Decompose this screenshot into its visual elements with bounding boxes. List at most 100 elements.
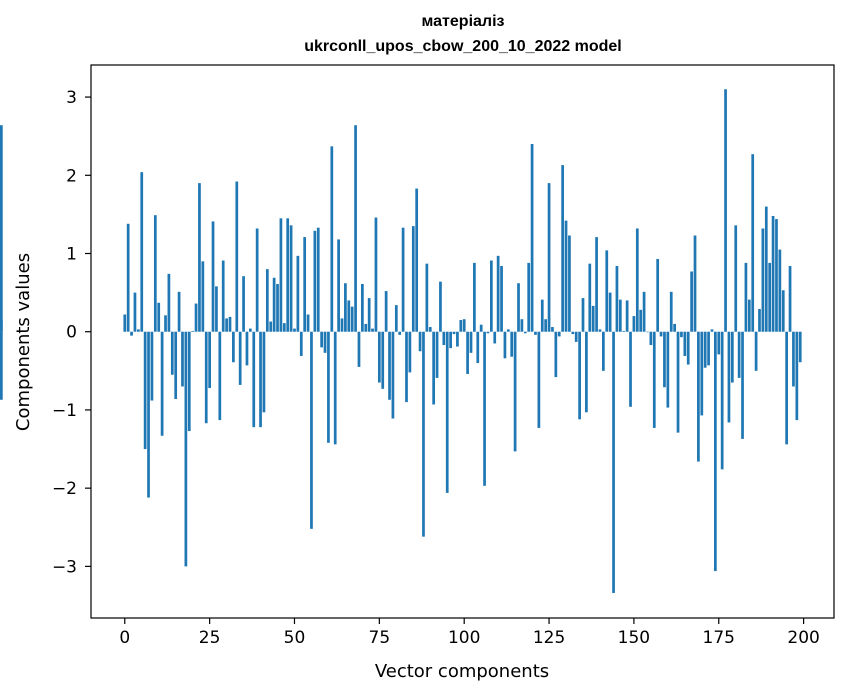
bar xyxy=(170,331,174,375)
bar xyxy=(551,327,554,332)
bar xyxy=(690,271,693,332)
bar xyxy=(798,331,802,363)
bar xyxy=(700,331,704,416)
bar xyxy=(310,331,313,529)
bar xyxy=(629,331,632,407)
bar xyxy=(747,299,751,332)
bar xyxy=(761,228,765,332)
bar xyxy=(751,154,755,332)
bar xyxy=(371,328,374,332)
bar xyxy=(775,219,778,332)
bar xyxy=(354,125,357,332)
bar xyxy=(686,331,690,365)
bar xyxy=(425,263,429,332)
bar xyxy=(347,300,351,332)
bar xyxy=(208,331,211,389)
bar xyxy=(510,331,514,357)
bar xyxy=(174,331,178,399)
bar xyxy=(608,292,612,332)
bar xyxy=(646,331,649,333)
bar xyxy=(126,223,130,332)
bar xyxy=(140,172,144,332)
bar xyxy=(554,331,558,378)
bar xyxy=(147,331,150,498)
x-tick-label: 100 xyxy=(448,628,480,648)
bar xyxy=(680,331,683,338)
bar xyxy=(289,225,293,332)
x-tick-label: 175 xyxy=(703,628,735,648)
bar xyxy=(418,331,422,352)
bar xyxy=(133,292,137,332)
bar xyxy=(306,314,310,332)
x-tick-label: 75 xyxy=(369,628,391,648)
bar xyxy=(523,331,527,334)
bar xyxy=(167,273,171,332)
bar xyxy=(201,261,205,332)
bar xyxy=(574,331,578,342)
bar xyxy=(391,331,395,419)
x-tick-label: 0 xyxy=(119,628,130,648)
bar xyxy=(194,303,198,332)
bar xyxy=(473,262,476,332)
bar xyxy=(228,316,232,332)
bar xyxy=(265,269,269,332)
plot-frame xyxy=(90,64,835,619)
bar xyxy=(377,331,381,383)
bar xyxy=(568,235,571,332)
bar xyxy=(683,331,687,356)
bar xyxy=(496,255,500,332)
bar xyxy=(388,331,391,400)
bar xyxy=(462,319,466,332)
bar xyxy=(768,262,772,332)
bar xyxy=(394,305,398,332)
bar xyxy=(181,331,184,387)
bar xyxy=(591,305,595,332)
bar xyxy=(249,328,252,332)
bar xyxy=(785,331,789,445)
bar xyxy=(602,331,605,371)
bar xyxy=(415,188,419,332)
bar xyxy=(795,331,799,421)
bar xyxy=(717,331,721,355)
bar xyxy=(405,331,408,403)
bar xyxy=(286,218,290,332)
bar xyxy=(669,291,673,332)
bar xyxy=(303,237,307,332)
x-axis-ticks: 0 25 50 75 100 125 150 175 200 xyxy=(119,618,820,648)
bar xyxy=(428,327,432,332)
bar xyxy=(493,331,497,344)
bar xyxy=(184,331,188,567)
bar xyxy=(384,291,388,332)
bar xyxy=(486,331,490,334)
bar xyxy=(232,331,235,363)
bar xyxy=(456,331,459,347)
bar xyxy=(150,331,154,401)
bar xyxy=(571,331,575,335)
bar xyxy=(160,331,164,436)
bar xyxy=(187,331,191,432)
bar xyxy=(693,235,697,332)
bar xyxy=(632,316,636,332)
x-axis-label: Vector components xyxy=(375,661,549,682)
bar xyxy=(439,281,442,332)
bar xyxy=(792,331,795,387)
y-tick-label: 1 xyxy=(66,245,77,265)
bar xyxy=(730,331,734,383)
bar xyxy=(530,144,534,332)
bar xyxy=(255,228,259,332)
bar xyxy=(299,331,303,356)
bar xyxy=(293,328,296,332)
bar xyxy=(618,299,622,332)
y-axis-ticks: −3 −2 −1 0 1 2 3 xyxy=(52,88,91,577)
bar xyxy=(527,262,531,332)
bar xyxy=(544,319,548,332)
y-tick-label: 3 xyxy=(66,88,77,108)
bar xyxy=(469,331,473,353)
bar xyxy=(778,249,782,332)
bar xyxy=(259,331,262,428)
bar xyxy=(503,331,507,359)
x-tick-label: 125 xyxy=(533,628,565,648)
bar xyxy=(0,331,3,400)
bar xyxy=(381,331,385,389)
